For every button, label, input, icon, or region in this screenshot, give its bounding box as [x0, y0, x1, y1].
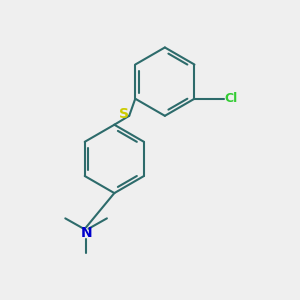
Text: S: S: [119, 107, 129, 121]
Text: N: N: [80, 226, 92, 240]
Text: Cl: Cl: [225, 92, 238, 105]
